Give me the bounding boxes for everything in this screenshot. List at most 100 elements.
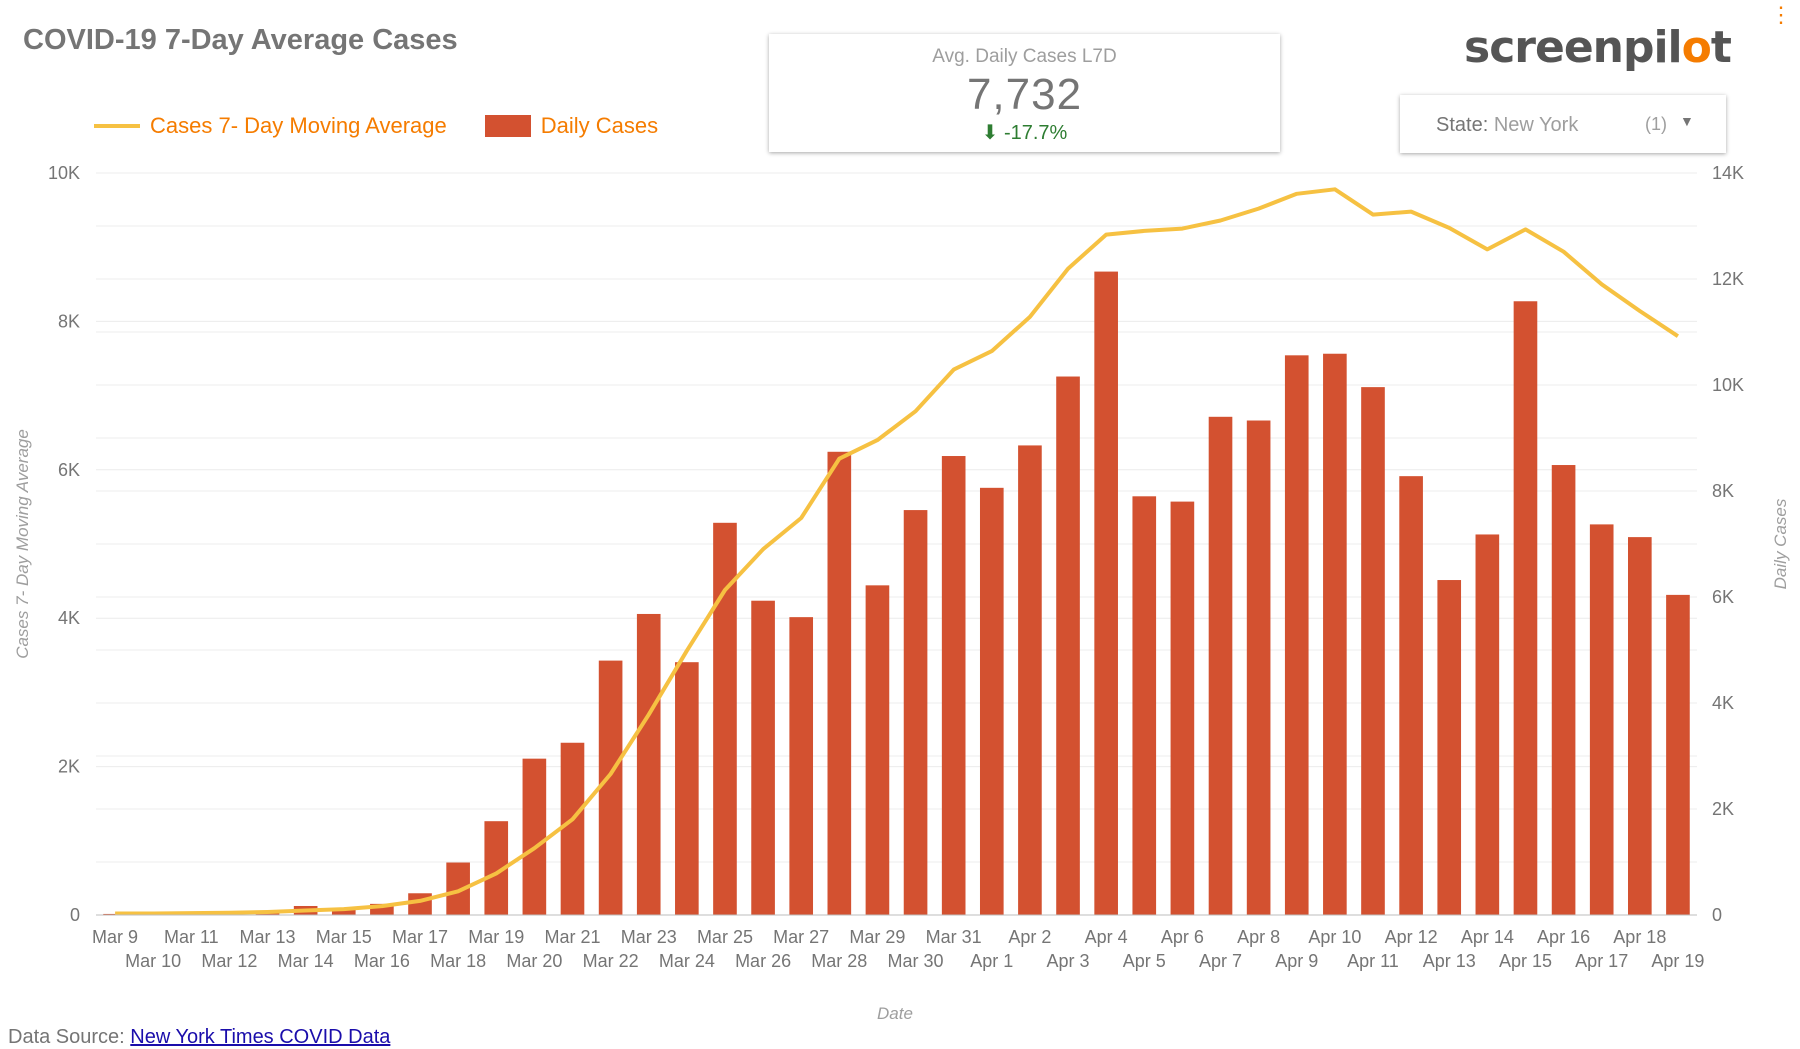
- x-tick-label: Mar 26: [735, 951, 791, 971]
- y-right-tick-label: 8K: [1712, 481, 1734, 501]
- x-tick-label: Apr 10: [1308, 927, 1361, 947]
- bar-daily-cases: [1170, 501, 1195, 915]
- x-tick-label: Mar 17: [392, 927, 448, 947]
- x-axis-title: Date: [877, 1004, 913, 1023]
- y-left-tick-label: 10K: [48, 163, 80, 183]
- bar-daily-cases: [446, 862, 470, 915]
- x-tick-label: Apr 1: [970, 951, 1013, 971]
- x-tick-label: Mar 12: [201, 951, 257, 971]
- bar-daily-cases: [1246, 420, 1271, 915]
- y-right-tick-label: 2K: [1712, 799, 1734, 819]
- legend-line-swatch: [94, 124, 140, 128]
- kpi-value: 7,732: [966, 70, 1083, 119]
- bar-daily-cases: [675, 662, 699, 915]
- bar-daily-cases: [1399, 476, 1423, 915]
- y-right-axis-title: Daily Cases: [1771, 498, 1790, 589]
- y-right-tick-label: 12K: [1712, 269, 1744, 289]
- down-arrow-icon: ⬇: [981, 122, 999, 144]
- kpi-delta: ⬇ -17.7%: [769, 120, 1280, 145]
- y-right-tick-label: 6K: [1712, 587, 1734, 607]
- x-tick-label: Apr 17: [1575, 951, 1628, 971]
- x-tick-label: Mar 30: [888, 951, 944, 971]
- y-right-tick-label: 0: [1712, 905, 1722, 925]
- bar-daily-cases: [522, 758, 547, 915]
- bar-daily-cases: [560, 742, 585, 915]
- bar-daily-cases: [408, 893, 432, 915]
- x-tick-label: Apr 19: [1651, 951, 1704, 971]
- brand-logo: screenpilot: [1464, 22, 1732, 73]
- bar-daily-cases: [979, 487, 1004, 915]
- x-tick-label: Mar 14: [278, 951, 334, 971]
- bar-daily-cases: [598, 660, 623, 915]
- x-tick-label: Mar 23: [621, 927, 677, 947]
- x-tick-label: Mar 18: [430, 951, 486, 971]
- bar-daily-cases: [1056, 376, 1080, 915]
- x-tick-label: Mar 27: [773, 927, 829, 947]
- x-tick-label: Apr 13: [1423, 951, 1476, 971]
- x-tick-label: Mar 21: [544, 927, 600, 947]
- y-left-tick-label: 4K: [58, 608, 80, 628]
- legend-bar-swatch: [484, 115, 531, 137]
- bar-daily-cases: [1437, 580, 1462, 915]
- state-filter-label: State: New York: [1436, 114, 1579, 136]
- bar-daily-cases: [1208, 416, 1233, 915]
- bar-daily-cases: [865, 585, 890, 915]
- chart-legend: Cases 7- Day Moving Average Daily Cases: [94, 113, 658, 139]
- bar-daily-cases: [1018, 445, 1042, 915]
- x-tick-label: Apr 8: [1237, 927, 1280, 947]
- y-right-tick-label: 4K: [1712, 693, 1734, 713]
- bar-daily-cases: [1284, 355, 1309, 915]
- y-left-tick-label: 0: [70, 905, 80, 925]
- bar-daily-cases: [636, 613, 661, 915]
- x-tick-label: Mar 9: [92, 927, 138, 947]
- x-tick-label: Mar 28: [811, 951, 867, 971]
- y-left-tick-label: 2K: [58, 757, 80, 777]
- page-title: COVID-19 7-Day Average Cases: [23, 24, 458, 56]
- kpi-delta-value: -17.7%: [1003, 122, 1068, 144]
- x-tick-label: Apr 5: [1123, 951, 1166, 971]
- bar-daily-cases: [941, 456, 966, 915]
- bar-daily-cases: [903, 510, 928, 915]
- bar-daily-cases: [103, 913, 127, 915]
- legend-line-label: Cases 7- Day Moving Average: [150, 113, 447, 138]
- x-tick-label: Apr 15: [1499, 951, 1552, 971]
- chart-gridlines: [96, 172, 1697, 916]
- x-tick-label: Mar 16: [354, 951, 410, 971]
- bar-daily-cases: [1628, 537, 1652, 915]
- x-tick-label: Apr 9: [1275, 951, 1318, 971]
- x-tick-label: Apr 2: [1008, 927, 1051, 947]
- chart-axes: 0 2K 4K 6K 8K 10K 0 2K 4K 6K 8K 10K 12K 14K Mar 9 Mar 1…: [48, 163, 1744, 971]
- bar-daily-cases: [1475, 534, 1500, 915]
- bar-daily-cases: [789, 617, 814, 915]
- bar-daily-cases: [1589, 524, 1614, 915]
- kpi-label: Avg. Daily Cases L7D: [932, 46, 1117, 67]
- bar-daily-cases: [751, 600, 775, 915]
- x-tick-label: Mar 31: [926, 927, 982, 947]
- x-tick-label: Mar 13: [240, 927, 296, 947]
- x-tick-label: Apr 4: [1085, 927, 1128, 947]
- y-left-tick-label: 6K: [58, 460, 80, 480]
- x-tick-label: Apr 7: [1199, 951, 1242, 971]
- bar-daily-cases: [331, 909, 356, 915]
- bar-daily-cases: [1094, 271, 1118, 916]
- y-right-tick-label: 14K: [1712, 163, 1744, 183]
- x-tick-label: Apr 18: [1613, 927, 1666, 947]
- data-source: Data Source: New York Times COVID Data: [8, 1026, 391, 1048]
- chevron-down-icon[interactable]: ▼: [1680, 113, 1694, 129]
- state-filter-dropdown[interactable]: State: New York (1) ▼: [1400, 95, 1726, 153]
- bar-daily-cases: [370, 903, 394, 915]
- data-source-link[interactable]: New York Times COVID Data: [130, 1026, 391, 1048]
- y-left-axis-title: Cases 7- Day Moving Average: [13, 429, 32, 659]
- x-tick-label: Apr 11: [1347, 951, 1399, 971]
- kpi-scorecard: Avg. Daily Cases L7D 7,732 ⬇ -17.7%: [769, 34, 1280, 152]
- x-tick-label: Apr 6: [1161, 927, 1204, 947]
- x-tick-label: Mar 10: [125, 951, 181, 971]
- x-tick-label: Mar 29: [849, 927, 905, 947]
- bar-daily-cases: [1323, 353, 1347, 916]
- x-tick-label: Apr 16: [1537, 927, 1590, 947]
- x-tick-label: Mar 11: [164, 927, 219, 947]
- state-filter-count: (1): [1645, 114, 1667, 134]
- x-tick-label: Mar 15: [316, 927, 372, 947]
- bar-daily-cases: [1666, 594, 1690, 915]
